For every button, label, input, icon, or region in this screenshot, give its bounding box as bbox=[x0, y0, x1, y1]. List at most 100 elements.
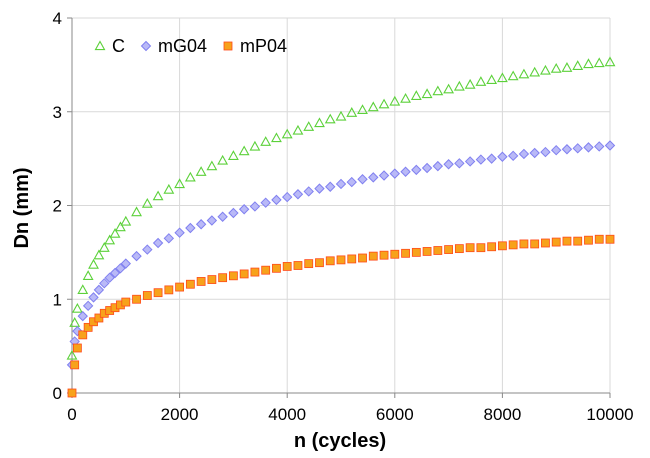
data-point-mP04 bbox=[605, 234, 615, 244]
data-point-mP04 bbox=[250, 267, 260, 277]
data-point-mG04 bbox=[99, 278, 110, 289]
data-point-mP04 bbox=[584, 235, 593, 245]
legend-item-mP04: mP04 bbox=[223, 36, 287, 56]
legend-label: mG04 bbox=[158, 36, 207, 56]
y-tick-label: 1 bbox=[53, 290, 62, 309]
data-point-mG04 bbox=[82, 300, 94, 312]
data-point-C bbox=[346, 107, 358, 117]
data-point-mG04 bbox=[604, 140, 616, 151]
data-point-C bbox=[206, 160, 218, 171]
y-tick-label: 3 bbox=[53, 103, 62, 122]
data-point-mP04 bbox=[94, 313, 104, 323]
data-point-mG04 bbox=[540, 146, 551, 158]
data-point-C bbox=[421, 88, 433, 99]
data-point-mP04 bbox=[153, 288, 163, 298]
data-point-mG04 bbox=[529, 147, 540, 159]
data-point-mP04 bbox=[541, 238, 550, 248]
data-point-mP04 bbox=[83, 322, 93, 332]
data-point-mP04 bbox=[594, 234, 604, 244]
data-point-mP04 bbox=[433, 246, 443, 255]
data-point-C bbox=[69, 317, 81, 327]
data-point-mP04 bbox=[315, 258, 324, 268]
data-point-mG04 bbox=[594, 141, 605, 152]
data-point-C bbox=[453, 80, 465, 91]
series-mG04 bbox=[66, 140, 616, 371]
data-point-mP04 bbox=[175, 282, 185, 292]
data-point-mP04 bbox=[573, 236, 583, 246]
data-point-C bbox=[604, 56, 616, 67]
data-point-C bbox=[432, 85, 444, 96]
legend-marker-mP04 bbox=[223, 41, 233, 51]
data-point-mP04 bbox=[196, 277, 206, 286]
legend-label: mP04 bbox=[240, 36, 287, 56]
data-point-mG04 bbox=[228, 207, 239, 219]
data-point-mP04 bbox=[121, 297, 131, 307]
data-point-mP04 bbox=[282, 262, 292, 271]
data-point-C bbox=[464, 78, 476, 89]
data-point-C bbox=[583, 58, 594, 69]
data-point-mG04 bbox=[389, 168, 401, 179]
data-point-mP04 bbox=[67, 388, 77, 398]
data-point-mP04 bbox=[497, 241, 507, 251]
data-point-mG04 bbox=[497, 151, 508, 162]
data-point-C bbox=[88, 258, 99, 269]
x-axis-title: n (cycles) bbox=[294, 430, 386, 452]
data-point-mP04 bbox=[336, 255, 346, 265]
data-point-mP04 bbox=[261, 265, 271, 275]
data-point-C bbox=[550, 62, 562, 73]
data-point-mG04 bbox=[109, 267, 121, 279]
data-point-C bbox=[475, 76, 487, 86]
data-point-C bbox=[109, 227, 121, 238]
data-point-C bbox=[486, 74, 498, 85]
data-point-C bbox=[249, 140, 261, 151]
x-tick-label: 2000 bbox=[161, 405, 199, 424]
data-point-mG04 bbox=[550, 144, 562, 156]
data-point-mP04 bbox=[530, 239, 540, 249]
data-point-mG04 bbox=[120, 258, 132, 269]
data-point-C bbox=[572, 60, 584, 70]
data-point-C bbox=[303, 121, 315, 131]
data-point-mP04 bbox=[358, 253, 367, 263]
data-point-C bbox=[71, 302, 83, 313]
legend-item-mG04: mG04 bbox=[140, 36, 207, 56]
data-point-mG04 bbox=[572, 143, 583, 154]
data-point-C bbox=[238, 145, 250, 156]
data-point-mP04 bbox=[368, 251, 378, 261]
data-point-mG04 bbox=[411, 164, 422, 176]
y-tick-label: 0 bbox=[53, 384, 62, 403]
data-point-C bbox=[104, 234, 116, 245]
data-point-mG04 bbox=[368, 172, 379, 183]
data-point-mG04 bbox=[131, 250, 142, 262]
data-point-mG04 bbox=[115, 263, 126, 274]
data-point-C bbox=[324, 113, 336, 124]
data-point-mG04 bbox=[518, 148, 530, 160]
data-point-C bbox=[98, 242, 110, 252]
data-point-mG04 bbox=[195, 219, 207, 230]
data-point-mP04 bbox=[465, 243, 475, 253]
data-point-mG04 bbox=[443, 159, 454, 170]
x-tick-label: 6000 bbox=[376, 405, 414, 424]
data-point-mG04 bbox=[378, 170, 390, 181]
data-point-mP04 bbox=[218, 273, 228, 283]
data-point-mG04 bbox=[271, 194, 282, 206]
data-point-C bbox=[561, 62, 573, 72]
x-tick-label: 8000 bbox=[483, 405, 521, 424]
data-point-mP04 bbox=[562, 236, 572, 246]
data-point-C bbox=[174, 178, 186, 189]
data-point-C bbox=[217, 154, 229, 165]
data-point-C bbox=[518, 68, 530, 79]
data-point-mG04 bbox=[142, 244, 153, 255]
data-point-mG04 bbox=[217, 211, 228, 222]
data-point-mP04 bbox=[239, 269, 249, 279]
data-point-C bbox=[335, 110, 347, 121]
data-point-C bbox=[82, 270, 94, 280]
data-point-mP04 bbox=[228, 271, 238, 281]
x-axis-ticks: 0 2000 4000 6000 8000 10000 bbox=[67, 393, 634, 424]
data-point-mP04 bbox=[476, 243, 486, 253]
data-point-mG04 bbox=[400, 166, 411, 177]
data-point-mG04 bbox=[507, 150, 519, 162]
data-point-mG04 bbox=[421, 162, 433, 174]
data-point-mP04 bbox=[207, 275, 217, 284]
data-point-C bbox=[227, 150, 239, 160]
